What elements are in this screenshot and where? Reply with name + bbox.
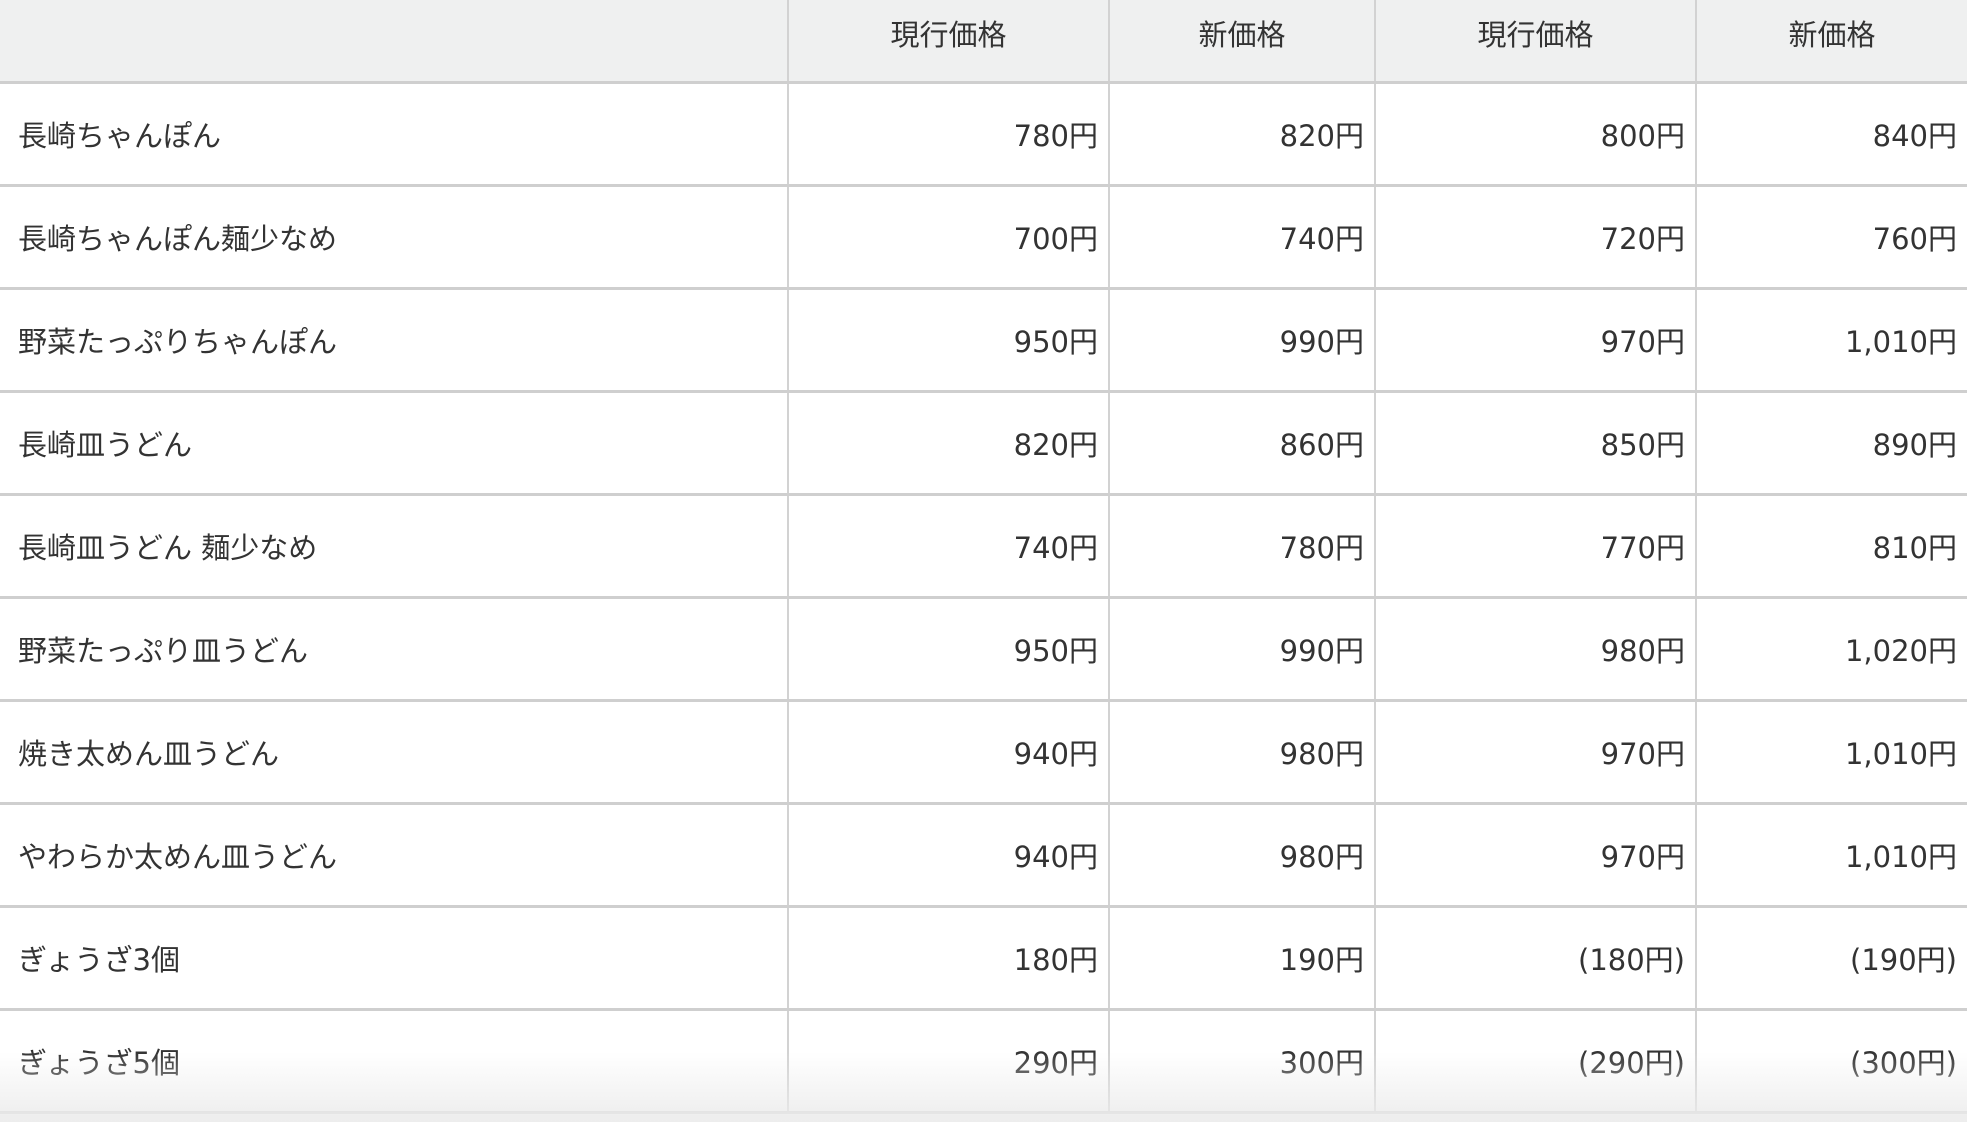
current-price-2: 970円: [1374, 700, 1696, 805]
new-price-2: 840円: [1695, 82, 1967, 187]
header-current-price-2: 現行価格: [1374, 0, 1696, 84]
header-row: 現行価格 新価格 現行価格 新価格: [0, 0, 1967, 84]
current-price-2: 980円: [1374, 597, 1696, 702]
current-price: 780円: [787, 82, 1109, 187]
item-name: 長崎ちゃんぽん麺少なめ: [0, 185, 788, 290]
current-price: 940円: [787, 700, 1109, 805]
current-price-2: 850円: [1374, 391, 1696, 496]
new-price-2: 810円: [1695, 494, 1967, 599]
item-name: 焼き太めん皿うどん: [0, 700, 788, 805]
new-price-2: 760円: [1695, 185, 1967, 290]
table-row: ぎょうざ5個 290円 300円 (290円) (300円): [0, 1009, 1967, 1114]
item-name: 長崎皿うどん: [0, 391, 788, 496]
item-name: やわらか太めん皿うどん: [0, 803, 788, 908]
new-price: 980円: [1108, 803, 1375, 908]
current-price-2: 970円: [1374, 288, 1696, 393]
new-price: 190円: [1108, 906, 1375, 1011]
new-price-2: 1,010円: [1695, 700, 1967, 805]
new-price-2: 1,010円: [1695, 803, 1967, 908]
current-price-2: 720円: [1374, 185, 1696, 290]
table-row: 焼き太めん皿うどん 940円 980円 970円 1,010円: [0, 700, 1967, 805]
current-price: 950円: [787, 288, 1109, 393]
current-price: 820円: [787, 391, 1109, 496]
header-new-price: 新価格: [1108, 0, 1375, 84]
current-price: 700円: [787, 185, 1109, 290]
item-name: 野菜たっぷり皿うどん: [0, 597, 788, 702]
table-row: 長崎皿うどん 820円 860円 850円 890円: [0, 391, 1967, 496]
table-row: 野菜たっぷり皿うどん 950円 990円 980円 1,020円: [0, 597, 1967, 702]
current-price: 950円: [787, 597, 1109, 702]
current-price-2: (180円): [1374, 906, 1696, 1011]
current-price: 940円: [787, 803, 1109, 908]
new-price-2: 1,020円: [1695, 597, 1967, 702]
item-name: 野菜たっぷりちゃんぽん: [0, 288, 788, 393]
header-current-price: 現行価格: [787, 0, 1109, 84]
current-price: 740円: [787, 494, 1109, 599]
table-row: ぎょうざ3個 180円 190円 (180円) (190円): [0, 906, 1967, 1011]
table-row: 長崎皿うどん 麺少なめ 740円 780円 770円 810円: [0, 494, 1967, 599]
new-price: 860円: [1108, 391, 1375, 496]
new-price: 300円: [1108, 1009, 1375, 1114]
table-row: やわらか太めん皿うどん 940円 980円 970円 1,010円: [0, 803, 1967, 908]
new-price-2: (300円): [1695, 1009, 1967, 1114]
new-price: 980円: [1108, 700, 1375, 805]
item-name: ぎょうざ5個: [0, 1009, 788, 1114]
new-price-2: (190円): [1695, 906, 1967, 1011]
table-row: 野菜たっぷりちゃんぽん 950円 990円 970円 1,010円: [0, 288, 1967, 393]
item-name: 長崎ちゃんぽん: [0, 82, 788, 187]
new-price: 820円: [1108, 82, 1375, 187]
new-price-2: 890円: [1695, 391, 1967, 496]
item-name: ぎょうざ3個: [0, 906, 788, 1011]
table-row: 長崎ちゃんぽん麺少なめ 700円 740円 720円 760円: [0, 185, 1967, 290]
new-price: 990円: [1108, 597, 1375, 702]
new-price: 740円: [1108, 185, 1375, 290]
header-item: [0, 0, 788, 84]
current-price: 290円: [787, 1009, 1109, 1114]
new-price: 780円: [1108, 494, 1375, 599]
header-new-price-2: 新価格: [1695, 0, 1967, 84]
table-row: 長崎ちゃんぽん 780円 820円 800円 840円: [0, 82, 1967, 187]
item-name: 長崎皿うどん 麺少なめ: [0, 494, 788, 599]
current-price-2: 800円: [1374, 82, 1696, 187]
current-price-2: 770円: [1374, 494, 1696, 599]
current-price-2: 970円: [1374, 803, 1696, 908]
new-price: 990円: [1108, 288, 1375, 393]
current-price: 180円: [787, 906, 1109, 1011]
current-price-2: (290円): [1374, 1009, 1696, 1114]
new-price-2: 1,010円: [1695, 288, 1967, 393]
